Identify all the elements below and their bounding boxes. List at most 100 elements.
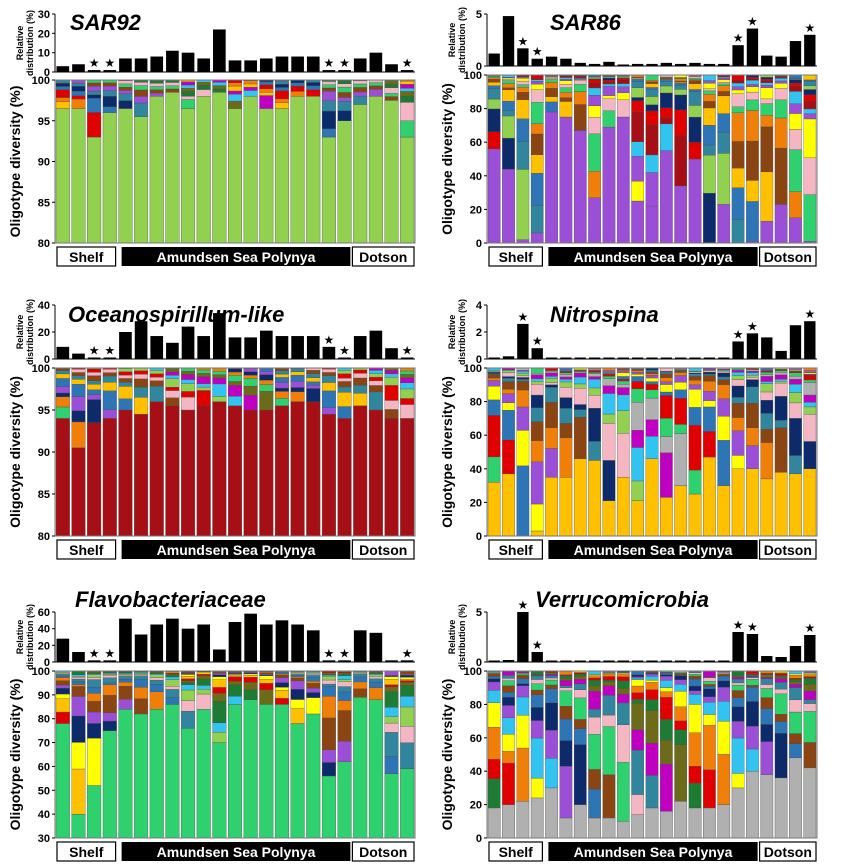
stack-segment-main [337,120,352,244]
stack-segment [337,691,352,701]
stack-segment [55,698,70,713]
stack-segment [746,725,759,750]
stack-segment [631,374,644,377]
stack-segment [559,423,573,438]
region-box-polynya [548,247,758,266]
stack-segment [616,762,630,822]
bar-mark [338,660,351,662]
stack-segment [703,688,716,697]
stack-segment [384,722,399,733]
stack-segment [789,372,802,377]
stack-segment [746,91,759,101]
stack-segment [760,391,774,401]
stack-segment [102,96,117,107]
stack-segment [55,674,70,677]
stack-segment [71,375,86,380]
stack-segment [87,394,102,400]
stack-segment [321,717,336,750]
stack-segment [803,413,817,442]
stack-segment [165,686,180,690]
stack-segment [502,717,515,735]
bar-mark [213,29,226,72]
stack-segment [746,377,759,380]
stack-tick-label: 40 [470,766,482,778]
stack-segment [530,89,544,103]
stack-segment [400,377,415,383]
stack-segment [149,691,164,710]
stack-segment [803,699,817,704]
stack-segment [774,733,788,779]
stack-segment [306,82,321,86]
stack-segment [803,79,817,82]
bar-mark [322,660,336,662]
region-label-polynya: Amundsen Sea Polynya [574,542,733,558]
stack-segment-main [243,96,258,244]
stack-segment [731,370,745,373]
stack-segment [746,372,759,376]
stack-segment [55,89,70,98]
stack-segment [573,104,587,131]
stack-segment [573,678,587,685]
stack-segment [602,385,616,394]
stack-segment [384,676,399,680]
bar-tick-label: 20 [38,640,50,652]
stack-segment-main [717,485,731,537]
stack-segment [645,81,659,84]
stack-segment [487,372,501,374]
stack-segment [789,392,802,404]
stack-segment [87,677,102,680]
stack-segment [660,740,673,765]
stack-segment [803,194,817,242]
stack-segment [118,382,133,387]
region-box-shelf [488,246,543,267]
stack-segment [703,696,716,703]
stack-segment [760,171,774,222]
bar-mark [775,350,787,359]
stack-segment [703,714,716,726]
stack-segment [118,93,133,101]
stack-segment [731,737,745,774]
stack-segment [559,687,573,692]
bar-mark [718,63,730,66]
bar-mark [761,337,773,359]
stack-segment [803,703,817,712]
stack-segment [516,715,530,749]
stack-segment [530,440,544,462]
stack-segment [602,695,616,716]
stack-segment [602,423,616,461]
stack-segment [674,375,688,383]
stack-segment [384,679,399,685]
stack-segment [212,377,227,385]
stack-segment [545,101,558,113]
stack-segment [228,674,242,676]
stack-segment [688,694,702,705]
stack-segment [760,688,774,698]
stack-segment [290,676,305,679]
region-box-shelf [56,841,117,862]
stack-segment [306,370,321,374]
stack-segment [774,382,788,397]
stack-segment [290,371,305,376]
stack-segment [803,394,817,403]
bar-y-label-line2: distribution (%) [457,299,467,365]
stack-tick-label: 40 [38,809,50,821]
stack-segment [588,680,601,687]
bar-mark [259,58,273,72]
region-box-dotson [759,841,817,862]
stack-segment [502,402,515,411]
stack-segment [502,705,515,718]
stack-segment [400,88,415,92]
stack-segment [149,385,164,402]
stack-segment [803,673,817,675]
stack-segment-main [102,730,117,839]
stack-tick-label: 40 [470,464,482,476]
stack-tick-label: 30 [38,833,50,845]
stack-y-label: Oligotype diversity (%) [439,376,455,528]
stack-segment [71,768,86,815]
stack-segment [400,102,415,121]
stack-segment [196,383,211,388]
stack-segment [717,379,731,385]
stack-segment [588,171,601,198]
stack-tick-label: 60 [470,137,482,149]
